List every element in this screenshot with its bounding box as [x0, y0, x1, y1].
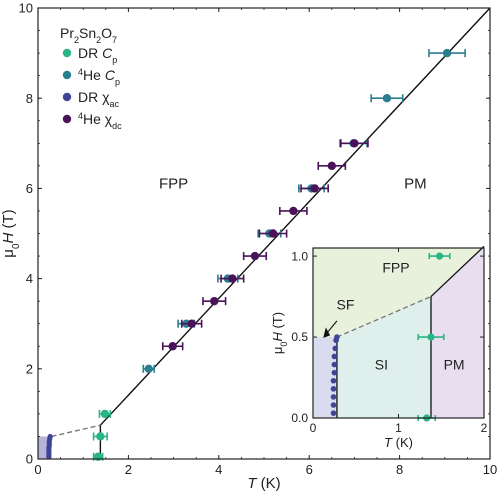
- data-point-dr-ac: [331, 361, 338, 368]
- y-tick-label: 2: [26, 361, 33, 376]
- legend-entry: 4He χdc: [78, 111, 122, 131]
- data-point-dr-ac: [330, 402, 337, 408]
- y-tick-label: 8: [26, 91, 33, 106]
- x-tick-label: 2: [481, 421, 488, 435]
- x-tick-label: 0: [310, 421, 317, 435]
- inset-region-label: SF: [337, 297, 355, 313]
- x-tick-label: 1: [395, 421, 402, 435]
- y-tick-label: 6: [26, 181, 33, 196]
- region-pm: [430, 246, 484, 418]
- dashed-boundary-line: [51, 424, 101, 438]
- region-label: PM: [404, 175, 427, 192]
- data-point-dr-ac: [330, 410, 337, 416]
- legend-marker: [62, 48, 72, 58]
- y-tick-label: 10: [19, 1, 33, 16]
- legend-marker: [62, 70, 72, 80]
- data-point-4he-dc: [210, 296, 219, 306]
- data-point-dr-ac: [330, 377, 337, 384]
- inset-region-label: FPP: [382, 259, 409, 275]
- x-tick-label: 2: [125, 462, 132, 477]
- data-point-dr-ac: [331, 353, 338, 360]
- phase-boundary-line: [99, 7, 491, 426]
- x-tick-label: 10: [483, 462, 497, 477]
- data-point-4he-cp: [382, 94, 392, 103]
- y-tick-label: 0: [26, 452, 33, 467]
- data-point-4he-dc: [268, 229, 278, 238]
- legend-entry: DR χac: [78, 89, 119, 109]
- data-point-4he-cp: [442, 48, 452, 58]
- data-point-dr-ac: [332, 345, 339, 352]
- inset-region-label: PM: [444, 356, 465, 372]
- data-point-4he-cp: [144, 364, 153, 373]
- x-tick-label: 6: [306, 462, 313, 477]
- data-point-4he-dc: [250, 251, 260, 261]
- region-label: FPP: [159, 175, 188, 192]
- data-point-4he-dc: [310, 184, 319, 193]
- inset-sloped-boundary: [430, 245, 485, 298]
- y-tick-label: 0.5: [291, 330, 308, 344]
- legend-entry: 4He Cp: [78, 67, 120, 87]
- y-tick-label: 1.0: [291, 249, 308, 263]
- sf-arrow-head: [323, 327, 331, 338]
- data-point-dr-ac: [47, 433, 53, 440]
- y-axis-label: μ0H (T): [0, 209, 22, 257]
- data-point-dr-ac: [334, 334, 340, 340]
- data-point-dr-cp: [96, 432, 105, 441]
- data-point-4he-dc: [187, 319, 196, 328]
- data-point-4he-dc: [289, 206, 298, 216]
- y-tick-label: 0.0: [291, 411, 308, 425]
- data-point-4he-dc: [228, 274, 237, 283]
- x-tick-label: 0: [34, 462, 41, 477]
- legend-title: Pr2Sn2O7: [60, 25, 117, 45]
- data-point-dr-ac: [331, 369, 338, 376]
- legend-marker: [62, 92, 72, 102]
- legend-marker: [62, 114, 72, 124]
- data-point-dr-ac: [330, 386, 337, 392]
- inset-dashed-boundary: [336, 295, 432, 338]
- data-point-dr-ac: [330, 394, 337, 400]
- inset-region-label: SI: [375, 356, 388, 372]
- inset-x-axis-label: T (K): [384, 435, 413, 450]
- x-tick-label: 4: [215, 462, 222, 477]
- data-point-4he-dc: [327, 161, 336, 171]
- y-tick-label: 4: [26, 271, 33, 286]
- data-point-dr-cp: [435, 252, 444, 260]
- region-fpp: [313, 246, 484, 338]
- data-point-4he-dc: [350, 139, 359, 148]
- data-point-4he-dc: [168, 342, 177, 351]
- x-tick-label: 8: [396, 462, 403, 477]
- data-point-dr-cp: [93, 452, 103, 461]
- data-point-dr-cp: [100, 409, 110, 419]
- data-point-dr-cp: [427, 333, 435, 341]
- legend-entry: DR Cp: [78, 45, 117, 65]
- x-axis-label: T (K): [247, 475, 280, 492]
